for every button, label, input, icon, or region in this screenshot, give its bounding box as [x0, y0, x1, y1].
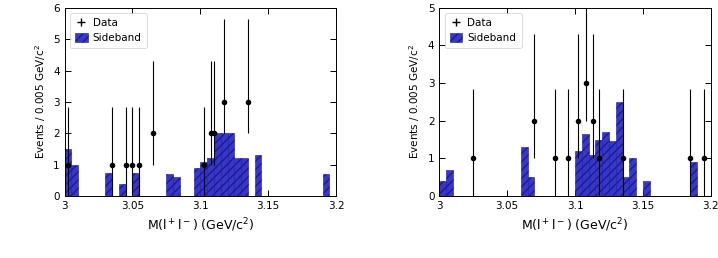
Bar	[439, 181, 446, 196]
Bar	[446, 170, 453, 196]
Bar	[595, 140, 602, 196]
Bar	[528, 177, 534, 196]
Bar	[200, 162, 208, 196]
Bar	[623, 177, 630, 196]
Bar	[220, 133, 228, 196]
Bar	[582, 134, 589, 196]
Bar	[71, 165, 78, 196]
Bar	[602, 132, 609, 196]
Y-axis label: Events / 0.005 GeV/c$^2$: Events / 0.005 GeV/c$^2$	[408, 44, 422, 159]
X-axis label: M(l$^+$l$^-$) (GeV/c$^2$): M(l$^+$l$^-$) (GeV/c$^2$)	[521, 216, 629, 234]
Legend: Data, Sideband: Data, Sideband	[444, 13, 521, 48]
Bar	[214, 133, 220, 196]
Bar	[691, 162, 697, 196]
Bar	[228, 133, 234, 196]
X-axis label: M(l$^+$l$^-$) (GeV/c$^2$): M(l$^+$l$^-$) (GeV/c$^2$)	[146, 216, 254, 234]
Legend: Data, Sideband: Data, Sideband	[70, 13, 146, 48]
Bar	[643, 181, 650, 196]
Bar	[575, 151, 582, 196]
Bar	[521, 147, 528, 196]
Bar	[133, 173, 139, 196]
Bar	[609, 141, 616, 196]
Bar	[322, 174, 330, 196]
Bar	[630, 158, 636, 196]
Bar	[241, 158, 248, 196]
Bar	[234, 158, 241, 196]
Bar	[589, 155, 595, 196]
Bar	[194, 168, 200, 196]
Bar	[65, 149, 71, 196]
Bar	[255, 155, 261, 196]
Bar	[616, 102, 623, 196]
Y-axis label: Events / 0.005 GeV/c$^2$: Events / 0.005 GeV/c$^2$	[33, 44, 47, 159]
Bar	[167, 174, 173, 196]
Bar	[173, 177, 180, 196]
Bar	[208, 158, 214, 196]
Bar	[106, 173, 112, 196]
Bar	[119, 183, 126, 196]
